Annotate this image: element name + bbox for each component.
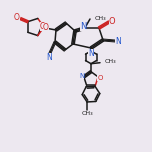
Text: N: N	[115, 36, 121, 45]
Text: O: O	[109, 17, 115, 26]
Text: O: O	[40, 22, 46, 31]
Text: N: N	[79, 73, 85, 79]
Text: O: O	[14, 13, 20, 22]
Text: CH₃: CH₃	[95, 16, 107, 21]
Text: N: N	[88, 48, 94, 57]
Text: O: O	[43, 22, 49, 31]
Text: CH₃: CH₃	[105, 59, 117, 64]
Text: N: N	[80, 22, 86, 31]
Text: O: O	[97, 75, 103, 81]
Text: N: N	[46, 52, 52, 62]
Text: CH₃: CH₃	[81, 111, 93, 116]
